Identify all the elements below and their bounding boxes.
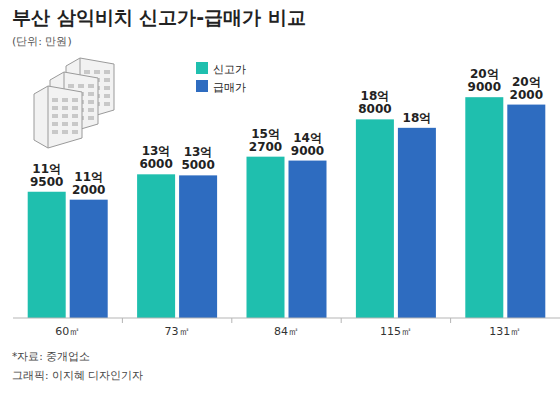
data-labels: 11억950013억600015억270018억800020억900011억20… — [30, 67, 543, 196]
data-label-line: 11억 — [32, 162, 61, 176]
data-label-line: 2700 — [249, 140, 282, 154]
data-label-line: 11억 — [74, 170, 103, 184]
building-window — [104, 94, 110, 98]
bar — [247, 157, 285, 318]
data-label: 18억 — [403, 111, 432, 125]
data-label: 13억6000 — [139, 144, 172, 171]
building-window — [88, 84, 94, 88]
data-label-line: 13억 — [142, 144, 171, 158]
building-window — [72, 98, 78, 102]
x-tick-label: 73㎡ — [165, 325, 190, 338]
building-window — [52, 122, 58, 126]
building-window — [94, 70, 100, 74]
x-axis-divider — [450, 318, 451, 323]
data-label-line: 9500 — [30, 175, 63, 189]
building-window — [62, 98, 68, 102]
data-label-line: 14억 — [293, 131, 322, 145]
building-window — [62, 122, 68, 126]
building-window — [68, 84, 74, 88]
building-window — [78, 84, 84, 88]
legend: 신고가급매가 — [196, 62, 246, 94]
data-label-line: 2000 — [72, 183, 105, 197]
data-label-line: 20억 — [512, 75, 541, 89]
data-label: 13억5000 — [181, 145, 214, 172]
bar — [507, 105, 545, 318]
x-tick-label: 84㎡ — [274, 325, 299, 338]
bar — [465, 97, 503, 318]
data-label-line: 5000 — [181, 158, 214, 172]
annotation: 그래픽: 이지혜 디자인기자 — [12, 369, 143, 381]
bar — [179, 175, 217, 318]
x-axis-line — [13, 318, 560, 319]
building-window — [104, 78, 110, 82]
building-window — [104, 86, 110, 90]
building-window — [84, 70, 90, 74]
building-window — [88, 108, 94, 112]
legend-swatch — [196, 62, 208, 74]
data-label: 11억9500 — [30, 162, 63, 189]
data-label-line: 9000 — [468, 80, 501, 94]
building-window — [104, 70, 110, 74]
building-window — [88, 116, 94, 120]
building-window — [88, 92, 94, 96]
x-tick-label: 115㎡ — [380, 325, 412, 338]
data-label-line: 20억 — [470, 67, 499, 81]
data-label-line: 13억 — [184, 145, 213, 159]
building-window — [62, 130, 68, 134]
building-window — [104, 102, 110, 106]
bars — [28, 97, 546, 318]
building — [34, 86, 82, 148]
building-window — [52, 130, 58, 134]
x-tick-label: 60㎡ — [55, 325, 80, 338]
x-axis-divider — [122, 318, 123, 323]
background — [0, 0, 560, 396]
data-label-line: 6000 — [139, 157, 172, 171]
building-window — [62, 106, 68, 110]
building-window — [52, 98, 58, 102]
x-axis-divider — [341, 318, 342, 323]
data-label: 15억2700 — [249, 127, 282, 154]
bar — [137, 174, 175, 318]
building-window — [72, 114, 78, 118]
building-window — [72, 130, 78, 134]
building-window — [72, 106, 78, 110]
data-label: 11억2000 — [72, 170, 105, 197]
legend-swatch — [196, 80, 208, 92]
bar — [70, 200, 108, 318]
data-label-line: 15억 — [251, 127, 280, 141]
building-window — [52, 106, 58, 110]
annotation: *자료: 중개업소 — [12, 350, 90, 362]
bar — [356, 119, 394, 318]
data-label-line: 9000 — [291, 144, 324, 158]
building-edge — [48, 86, 49, 148]
bar — [398, 128, 436, 318]
data-label: 20억9000 — [468, 67, 501, 94]
data-label-line: 18억 — [403, 111, 432, 125]
building-window — [62, 114, 68, 118]
data-label-line: 8000 — [358, 102, 391, 116]
building-icon — [34, 58, 114, 148]
bar — [289, 161, 327, 318]
chart-root: 부산 삼익비치 신고가-급매가 비교(단위: 만원)신고가급매가11억95001… — [0, 0, 560, 396]
building-window — [72, 122, 78, 126]
building-window — [88, 100, 94, 104]
legend-label: 급매가 — [213, 81, 246, 94]
legend-label: 신고가 — [213, 63, 246, 76]
x-axis-divider — [231, 318, 232, 323]
data-label-line: 18억 — [361, 89, 390, 103]
data-label: 20억2000 — [510, 75, 543, 102]
building-window — [52, 114, 58, 118]
title: 부산 삼익비치 신고가-급매가 비교 — [12, 6, 306, 28]
data-label-line: 2000 — [510, 88, 543, 102]
data-label: 14억9000 — [291, 131, 324, 158]
bar — [28, 192, 66, 318]
subtitle: (단위: 만원) — [12, 35, 72, 48]
data-label: 18억8000 — [358, 89, 391, 116]
x-tick-label: 131㎡ — [489, 325, 521, 338]
